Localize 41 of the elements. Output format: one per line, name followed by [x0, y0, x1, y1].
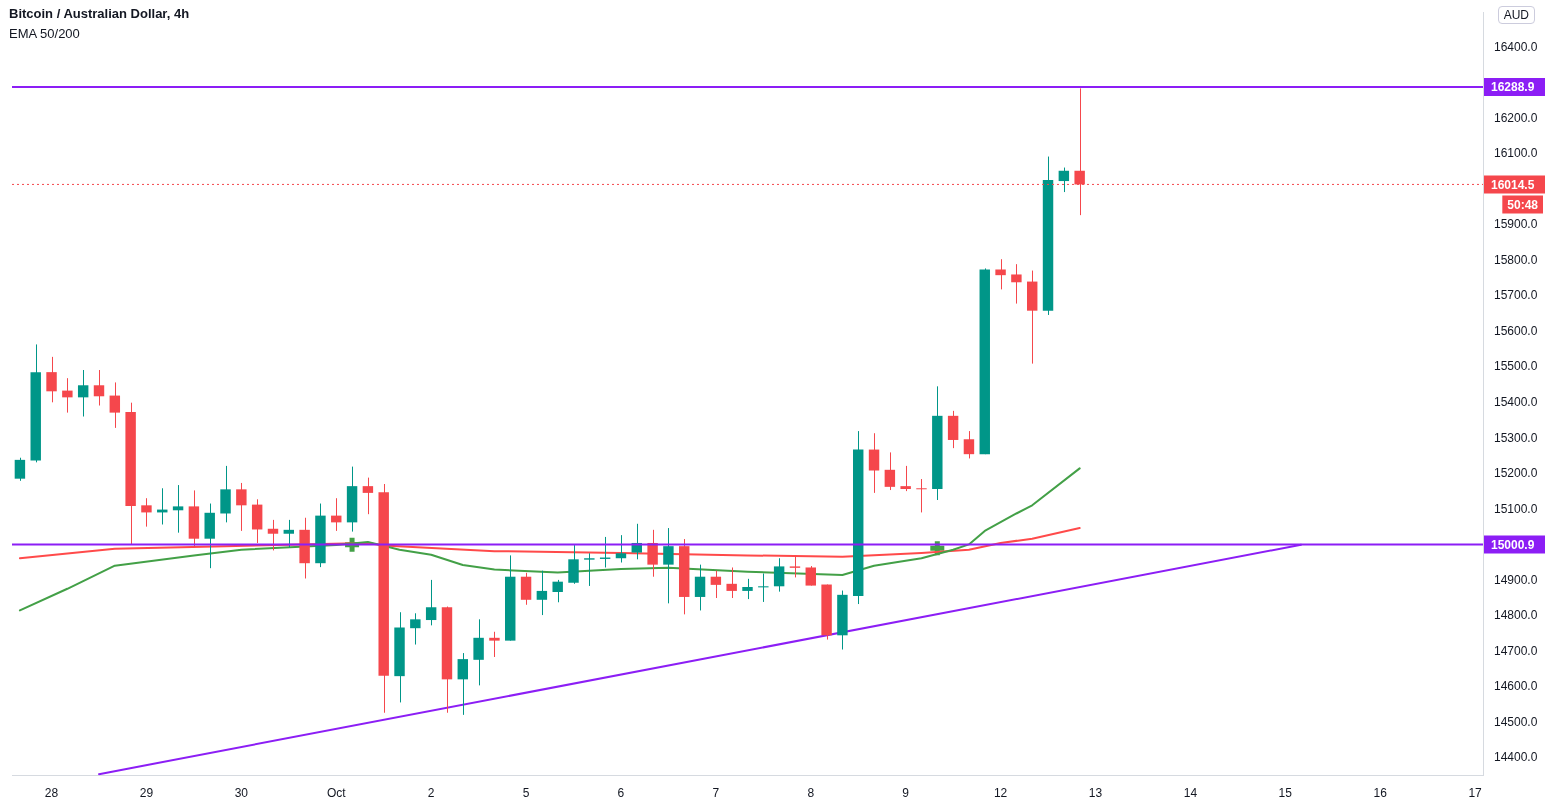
y-tick-label: 15800.0 [1494, 252, 1538, 267]
ref-line-label: 16014.5 [1491, 177, 1535, 192]
y-tick-label: 15300.0 [1494, 430, 1538, 445]
y-tick-label: 15200.0 [1494, 466, 1538, 481]
x-tick-label: Oct [326, 786, 347, 801]
x-tick-label: 14 [1183, 786, 1198, 801]
x-tick-label: 17 [1468, 786, 1483, 801]
y-tick-label: 14900.0 [1494, 572, 1538, 587]
y-tick-label: 15600.0 [1494, 323, 1538, 338]
chart-title: Bitcoin / Australian Dollar, 4h [9, 6, 190, 21]
y-tick-label: 15900.0 [1494, 217, 1538, 232]
ref-line-label: 16288.9 [1491, 80, 1535, 95]
y-tick-label: 14600.0 [1494, 679, 1538, 694]
x-tick-label: 2 [427, 786, 435, 801]
x-tick-label: 13 [1088, 786, 1103, 801]
x-tick-label: 6 [617, 786, 625, 801]
y-tick-label: 14500.0 [1494, 714, 1538, 729]
y-tick-label: 16100.0 [1494, 146, 1538, 161]
text: 50:48 [1507, 197, 1539, 212]
x-tick-label: 9 [902, 786, 910, 801]
y-tick-label: 16200.0 [1494, 110, 1538, 125]
x-tick-label: 7 [712, 786, 720, 801]
y-axis-title: AUD [1497, 6, 1535, 24]
y-tick-label: 15500.0 [1494, 359, 1538, 374]
y-tick-label: 16400.0 [1494, 39, 1538, 54]
x-tick-label: 12 [993, 786, 1008, 801]
ref-line-label: 15000.9 [1491, 537, 1535, 552]
y-tick-label: 15400.0 [1494, 394, 1538, 409]
x-tick-label: 15 [1278, 786, 1293, 801]
x-tick-label: 28 [44, 786, 59, 801]
y-tick-label: 14700.0 [1494, 643, 1538, 658]
text: EMA 50/200 [9, 26, 80, 41]
x-tick-label: 29 [139, 786, 154, 801]
y-tick-label: 15700.0 [1494, 288, 1538, 303]
x-tick-label: 16 [1373, 786, 1388, 801]
x-tick-label: 5 [522, 786, 530, 801]
y-tick-label: 15100.0 [1494, 501, 1538, 516]
y-tick-label: 14400.0 [1494, 750, 1538, 765]
x-tick-label: 8 [807, 786, 815, 801]
y-tick-label: 14800.0 [1494, 608, 1538, 623]
x-tick-label: 30 [234, 786, 249, 801]
